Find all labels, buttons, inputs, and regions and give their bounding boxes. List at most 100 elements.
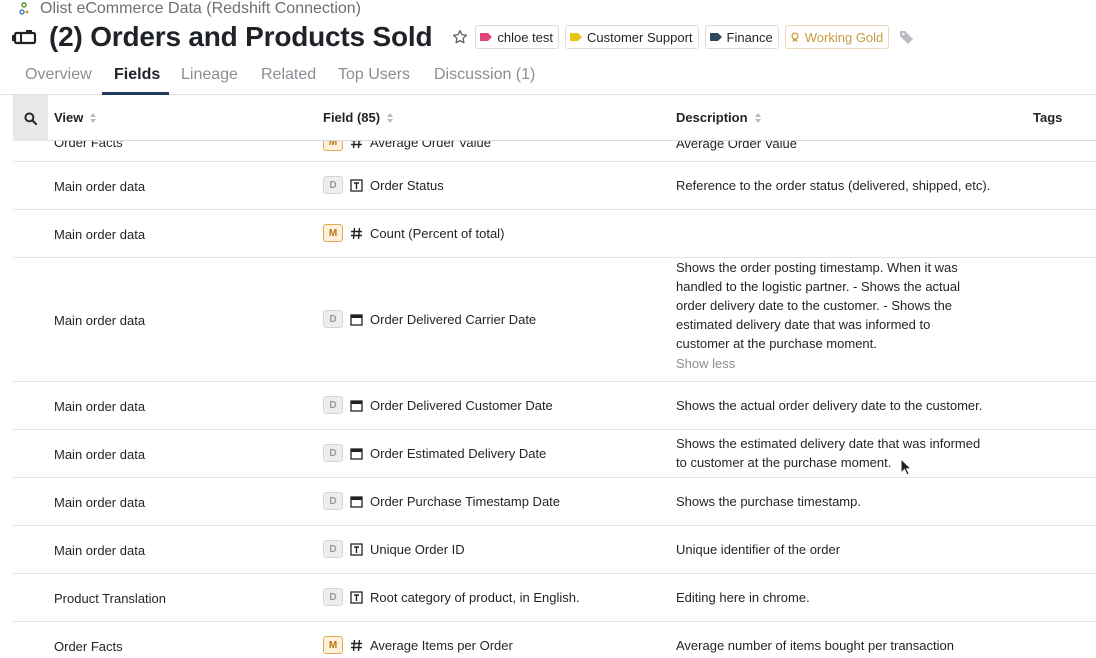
dimension-badge: D xyxy=(323,540,343,558)
row-field[interactable]: D Root category of product, in English. xyxy=(323,588,580,606)
tag-icon xyxy=(480,33,493,41)
page-title: (2) Orders and Products Sold xyxy=(49,21,433,52)
page-header: Olist eCommerce Data (Redshift Connectio… xyxy=(0,0,1096,95)
add-tag-icon[interactable] xyxy=(899,29,915,45)
tab-lineage[interactable]: Lineage xyxy=(181,66,238,83)
field-name: Unique Order ID xyxy=(370,541,465,557)
column-header-tags: Tags xyxy=(1033,110,1062,125)
field-name: Order Purchase Timestamp Date xyxy=(370,493,561,509)
row-description: Shows the estimated delivery date that w… xyxy=(676,436,981,470)
tag-label: Finance xyxy=(726,29,773,45)
table-header: View Field (85) Description Tags xyxy=(13,95,1096,141)
table-row[interactable]: Main order data M Count (Percent of tota… xyxy=(13,210,1096,258)
row-description: Shows the purchase timestamp. xyxy=(676,494,861,509)
column-header-label: Field (85) xyxy=(323,110,381,125)
row-description: Unique identifier of the order xyxy=(676,542,841,557)
connection-icon xyxy=(19,2,29,15)
field-name: Root category of product, in English. xyxy=(370,589,580,605)
calendar-icon xyxy=(350,495,363,508)
sort-icon xyxy=(90,112,97,123)
row-description: Average number of items bought per trans… xyxy=(676,638,954,653)
row-description: Shows the order posting timestamp. When … xyxy=(676,258,976,373)
tab-discussion[interactable]: Discussion (1) xyxy=(434,66,536,83)
medal-icon xyxy=(791,32,799,42)
row-view: Product Translation xyxy=(54,591,167,606)
column-header-label: View xyxy=(54,110,84,125)
measure-badge: M xyxy=(323,636,343,654)
row-view: Main order data xyxy=(54,179,146,194)
table-row[interactable]: Order Facts M Average Items per Order Av… xyxy=(13,622,1096,658)
row-view: Order Facts xyxy=(54,639,123,654)
breadcrumb-connection[interactable]: Olist eCommerce Data (Redshift Connectio… xyxy=(40,0,362,17)
row-description: Editing here in chrome. xyxy=(676,590,810,605)
number-type-icon xyxy=(351,639,362,651)
table-row[interactable]: Main order data D Order Status Reference… xyxy=(13,162,1096,210)
tag-finance[interactable]: Finance xyxy=(704,25,779,49)
column-header-view[interactable]: View xyxy=(54,110,97,125)
mouse-cursor-icon xyxy=(900,458,912,476)
column-header-field[interactable]: Field (85) xyxy=(323,110,394,125)
calendar-icon xyxy=(350,399,363,412)
row-view: Main order data xyxy=(54,543,146,558)
number-type-icon xyxy=(351,227,362,239)
text-type-icon xyxy=(350,178,363,192)
row-view: Main order data xyxy=(54,227,146,242)
column-header-label: Tags xyxy=(1033,110,1063,125)
dimension-badge: D xyxy=(323,444,343,462)
active-tab-indicator xyxy=(102,92,169,95)
row-field[interactable]: D Order Delivered Carrier Date xyxy=(323,310,536,328)
table-row[interactable]: Main order data D Order Estimated Delive… xyxy=(13,430,1096,478)
tab-top-users[interactable]: Top Users xyxy=(338,66,411,83)
dimension-badge: D xyxy=(323,396,343,414)
calendar-icon xyxy=(350,447,363,460)
row-description: Reference to the order status (delivered… xyxy=(676,178,991,193)
dimension-badge: D xyxy=(323,492,343,510)
row-field[interactable]: D Order Delivered Customer Date xyxy=(323,396,553,414)
table-row[interactable]: Product Translation D Root category of p… xyxy=(13,574,1096,622)
tab-overview[interactable]: Overview xyxy=(25,66,92,83)
breadcrumb: Olist eCommerce Data (Redshift Connectio… xyxy=(18,0,361,18)
tag-working-gold[interactable]: Working Gold xyxy=(784,25,890,49)
fields-table: View Field (85) Description Tags Order F… xyxy=(13,95,1096,658)
tag-label: Working Gold xyxy=(804,29,884,45)
number-type-icon xyxy=(351,136,362,148)
show-less-link[interactable]: Show less xyxy=(676,356,736,371)
row-view: Main order data xyxy=(54,313,146,328)
row-field[interactable]: M Average Items per Order xyxy=(323,636,513,654)
row-field[interactable]: D Order Status xyxy=(323,176,444,194)
field-name: Average Items per Order xyxy=(370,637,513,653)
tag-label: chloe test xyxy=(497,29,554,45)
text-type-icon xyxy=(350,542,363,556)
table-row[interactable]: Main order data D Unique Order ID Unique… xyxy=(13,526,1096,574)
tag-chloe-test[interactable]: chloe test xyxy=(475,25,560,49)
row-view: Main order data xyxy=(54,399,146,414)
favorite-star-icon[interactable] xyxy=(451,28,469,46)
column-header-label: Description xyxy=(676,110,748,125)
field-name: Order Status xyxy=(370,177,444,193)
title-row: (2) Orders and Products Sold chloe test … xyxy=(12,20,915,54)
tag-icon xyxy=(709,33,722,41)
row-field[interactable]: M Count (Percent of total) xyxy=(323,224,504,242)
row-field[interactable]: D Unique Order ID xyxy=(323,540,465,558)
table-row[interactable]: Main order data D Order Delivered Carrie… xyxy=(13,258,1096,382)
table-row[interactable]: Main order data D Order Delivered Custom… xyxy=(13,382,1096,430)
table-row[interactable]: Main order data D Order Purchase Timesta… xyxy=(13,478,1096,526)
tag-customer-support[interactable]: Customer Support xyxy=(565,25,699,49)
tag-list: chloe test Customer Support Finance Work… xyxy=(475,25,915,49)
field-name: Order Delivered Carrier Date xyxy=(370,311,537,327)
dimension-badge: D xyxy=(323,588,343,606)
row-view: Main order data xyxy=(54,447,146,462)
row-field[interactable]: D Order Purchase Timestamp Date xyxy=(323,492,560,510)
calendar-icon xyxy=(350,313,363,326)
column-header-description[interactable]: Description xyxy=(676,110,762,125)
tab-related[interactable]: Related xyxy=(261,66,317,83)
search-icon xyxy=(24,111,37,125)
table-search-button[interactable] xyxy=(13,95,48,141)
row-description: Shows the actual order delivery date to … xyxy=(676,398,983,413)
sort-icon xyxy=(754,112,761,123)
view-icon xyxy=(12,30,37,45)
description-text: Shows the order posting timestamp. When … xyxy=(676,260,961,351)
tab-fields[interactable]: Fields xyxy=(114,66,161,83)
row-field[interactable]: D Order Estimated Delivery Date xyxy=(323,444,546,462)
measure-badge: M xyxy=(323,224,343,242)
